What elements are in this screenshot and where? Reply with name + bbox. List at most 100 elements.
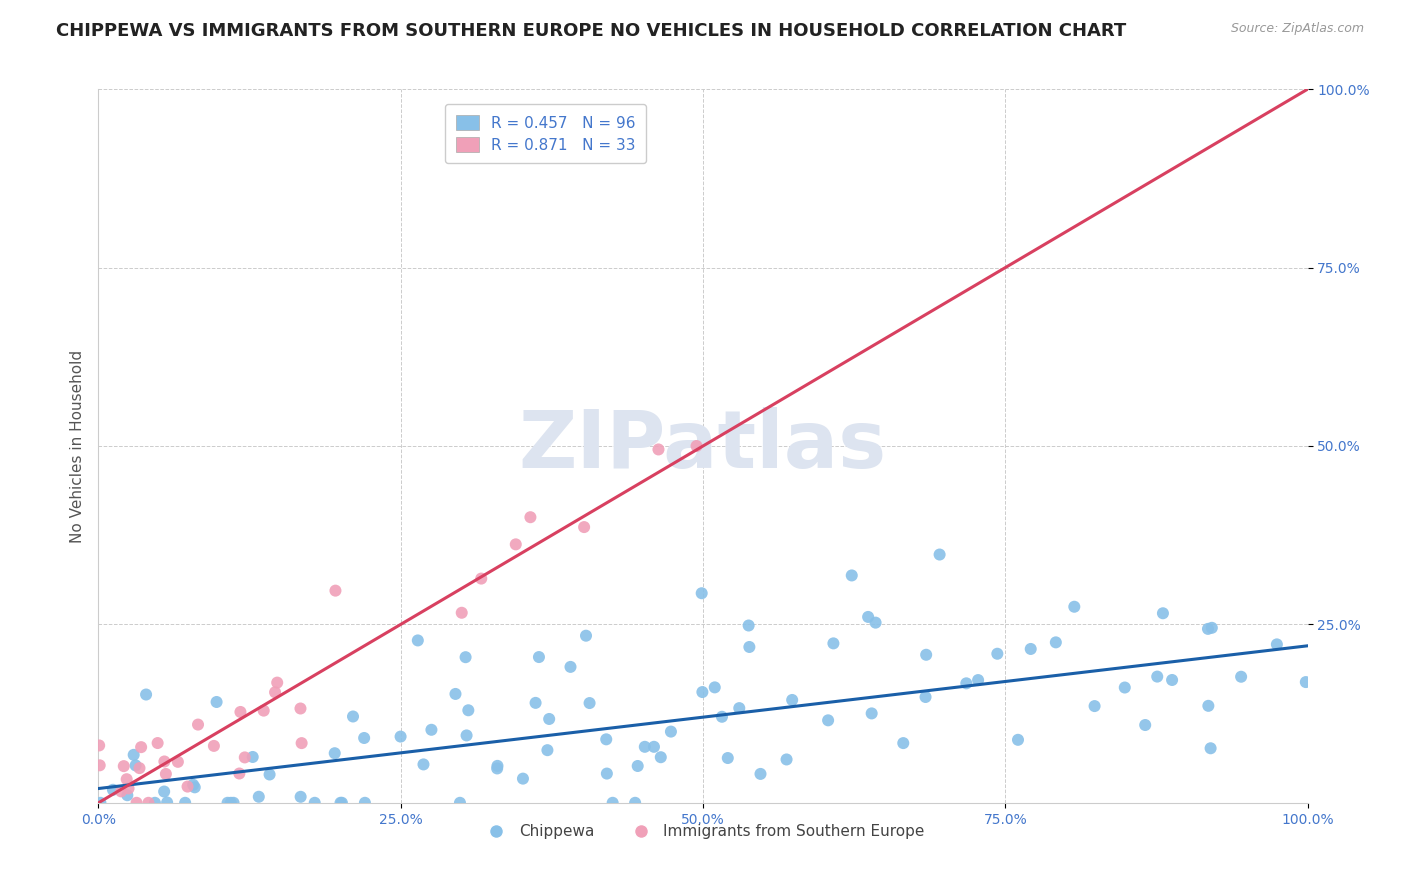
Point [775, 752, 797, 766]
Point [780, 693, 803, 707]
Point [454, 650, 477, 665]
Point [1114, 681, 1136, 695]
Point [1007, 732, 1029, 747]
Point [222, 796, 245, 810]
Point [1019, 642, 1042, 657]
Point [955, 676, 977, 690]
Point [155, 767, 177, 781]
Point [228, 766, 250, 780]
Point [505, 537, 527, 551]
Point [233, 750, 256, 764]
Point [728, 701, 751, 715]
Point [717, 751, 740, 765]
Point [928, 548, 950, 562]
Point [449, 796, 471, 810]
Point [264, 685, 287, 699]
Point [1199, 741, 1222, 756]
Point [128, 761, 150, 775]
Text: ZIPatlas: ZIPatlas [519, 407, 887, 485]
Point [914, 690, 936, 704]
Point [184, 780, 207, 795]
Point [1230, 670, 1253, 684]
Text: CHIPPEWA VS IMMIGRANTS FROM SOUTHERN EUROPE NO VEHICLES IN HOUSEHOLD CORRELATION: CHIPPEWA VS IMMIGRANTS FROM SOUTHERN EUR… [56, 22, 1126, 40]
Point [412, 757, 434, 772]
Point [575, 629, 598, 643]
Legend: Chippewa, Immigrants from Southern Europe: Chippewa, Immigrants from Southern Europ… [475, 818, 931, 845]
Point [406, 633, 429, 648]
Point [101, 782, 124, 797]
Point [247, 789, 270, 804]
Point [129, 740, 152, 755]
Point [650, 750, 672, 764]
Point [470, 572, 492, 586]
Point [1135, 718, 1157, 732]
Point [112, 759, 135, 773]
Point [115, 772, 138, 787]
Point [290, 701, 312, 715]
Point [1063, 599, 1085, 614]
Point [354, 796, 377, 810]
Point [486, 759, 509, 773]
Point [219, 796, 242, 810]
Point [266, 675, 288, 690]
Point [856, 610, 879, 624]
Point [444, 687, 467, 701]
Point [512, 772, 534, 786]
Y-axis label: No Vehicles in Household: No Vehicles in Household [69, 350, 84, 542]
Point [823, 636, 845, 650]
Point [124, 758, 146, 772]
Point [1152, 607, 1174, 621]
Point [967, 673, 990, 687]
Point [1265, 637, 1288, 651]
Point [486, 761, 509, 775]
Point [602, 796, 624, 810]
Point [643, 739, 665, 754]
Point [536, 743, 558, 757]
Text: Source: ZipAtlas.com: Source: ZipAtlas.com [1230, 22, 1364, 36]
Point [174, 796, 197, 810]
Point [457, 703, 479, 717]
Point [117, 789, 139, 803]
Point [304, 796, 326, 810]
Point [738, 640, 761, 654]
Point [456, 728, 478, 742]
Point [685, 439, 707, 453]
Point [89, 739, 111, 753]
Point [153, 784, 176, 798]
Point [596, 766, 619, 780]
Point [229, 705, 252, 719]
Point [167, 755, 190, 769]
Point [572, 520, 595, 534]
Point [915, 648, 938, 662]
Point [703, 681, 725, 695]
Point [389, 730, 412, 744]
Point [1084, 699, 1107, 714]
Point [1295, 675, 1317, 690]
Point [865, 615, 887, 630]
Point [89, 758, 111, 772]
Point [323, 746, 346, 760]
Point [647, 442, 669, 457]
Point [325, 583, 347, 598]
Point [181, 778, 204, 792]
Point [122, 747, 145, 762]
Point [860, 706, 883, 721]
Point [146, 736, 169, 750]
Point [841, 568, 863, 582]
Point [634, 739, 657, 754]
Point [692, 685, 714, 699]
Point [330, 796, 353, 810]
Point [595, 732, 617, 747]
Point [690, 586, 713, 600]
Point [710, 710, 733, 724]
Point [519, 510, 541, 524]
Point [205, 695, 228, 709]
Point [353, 731, 375, 745]
Point [1045, 635, 1067, 649]
Point [1161, 673, 1184, 687]
Point [527, 650, 550, 665]
Point [578, 696, 600, 710]
Point [156, 796, 179, 810]
Point [253, 704, 276, 718]
Point [1201, 621, 1223, 635]
